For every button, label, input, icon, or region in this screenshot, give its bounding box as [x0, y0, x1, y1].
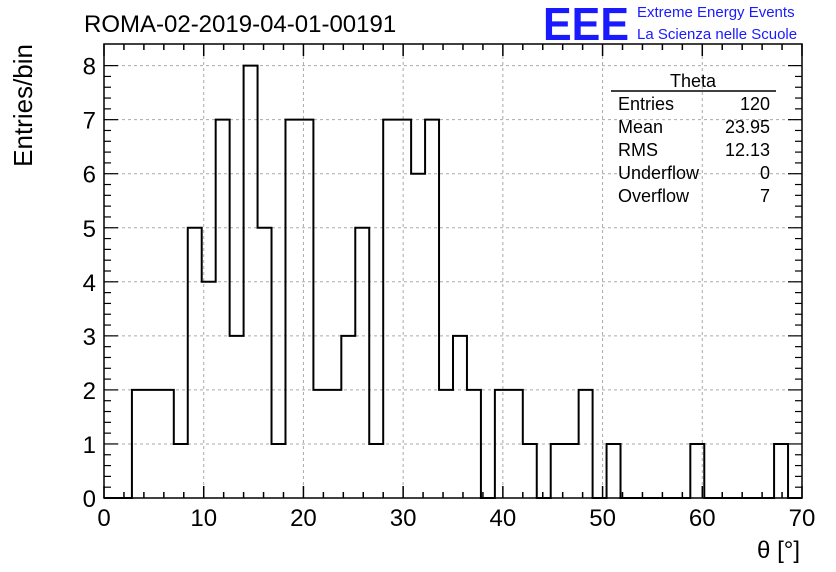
histogram-bin	[146, 390, 160, 498]
histogram-bin	[272, 444, 286, 498]
histogram-bin	[174, 444, 188, 498]
stats-box: Theta Entries 120 Mean 23.95 RMS 12.13 Underfl…	[611, 71, 776, 206]
x-tick-label: 50	[589, 505, 616, 532]
stats-value: 23.95	[725, 117, 770, 137]
histogram-bin	[369, 444, 383, 498]
x-tick-label: 20	[290, 505, 317, 532]
histogram-bin	[551, 444, 565, 498]
y-tick-label: 6	[83, 162, 96, 189]
y-tick-label: 5	[83, 216, 96, 243]
histogram-bin	[467, 390, 481, 498]
stats-label: Mean	[618, 117, 663, 137]
histogram-bin	[327, 390, 341, 498]
y-axis-label: Entries/bin	[8, 44, 38, 167]
logo-line-2: La Scienza nelle Scuole	[637, 26, 797, 43]
histogram-bin	[579, 390, 593, 498]
histogram-bin	[774, 444, 788, 498]
histogram-bin	[439, 390, 453, 498]
histogram-bin	[202, 282, 216, 498]
x-tick-label: 40	[490, 505, 517, 532]
x-tick-label: 70	[789, 505, 816, 532]
histogram-bin	[411, 174, 425, 498]
stats-label: RMS	[618, 140, 658, 160]
histogram-bin	[160, 390, 174, 498]
histogram-bin	[425, 120, 439, 498]
histogram-bin	[341, 336, 355, 498]
histogram-bin	[299, 120, 313, 498]
histogram-bin	[383, 120, 397, 498]
histogram-bin	[509, 390, 523, 498]
axes	[103, 43, 803, 499]
stats-value: 120	[740, 94, 770, 114]
stats-label: Overflow	[618, 186, 690, 206]
stats-label: Underflow	[618, 163, 700, 183]
y-tick-label: 3	[83, 324, 96, 351]
y-tick-label: 7	[83, 108, 96, 135]
stats-value: 0	[760, 163, 770, 183]
stats-title: Theta	[670, 71, 717, 91]
histogram-bin	[244, 66, 258, 498]
histogram-bin	[355, 228, 369, 498]
y-tick-label: 4	[83, 270, 96, 297]
y-tick-label: 2	[83, 378, 96, 405]
histogram-bin	[258, 228, 272, 498]
histogram-bin	[216, 120, 230, 498]
y-tick-label: 8	[83, 54, 96, 81]
histogram-bin	[230, 336, 244, 498]
histogram-bin	[397, 120, 411, 498]
stats-value: 7	[760, 186, 770, 206]
logo: EEE Extreme Energy Events La Scienza nel…	[543, 0, 797, 50]
histogram-bin	[285, 120, 299, 498]
histogram-bin	[565, 444, 579, 498]
logo-line-1: Extreme Energy Events	[637, 4, 795, 21]
histogram-bin	[313, 390, 327, 498]
x-tick-label: 60	[689, 505, 716, 532]
y-tick-label: 1	[83, 432, 96, 459]
histogram-bin	[523, 444, 537, 498]
x-tick-label: 30	[390, 505, 417, 532]
histogram-bin	[188, 228, 202, 498]
histogram-bin	[453, 336, 467, 498]
x-tick-label: 10	[190, 505, 217, 532]
histogram-bin	[132, 390, 146, 498]
stats-label: Entries	[618, 94, 674, 114]
x-axis-label: θ [°]	[757, 537, 800, 564]
histogram-bin	[495, 390, 509, 498]
stats-value: 12.13	[725, 140, 770, 160]
y-tick-label: 0	[83, 486, 96, 513]
logo-mark: EEE	[543, 0, 629, 50]
chart-title: ROMA-02-2019-04-01-00191	[84, 11, 396, 38]
histogram-bin	[607, 444, 621, 498]
x-tick-label: 0	[97, 505, 110, 532]
